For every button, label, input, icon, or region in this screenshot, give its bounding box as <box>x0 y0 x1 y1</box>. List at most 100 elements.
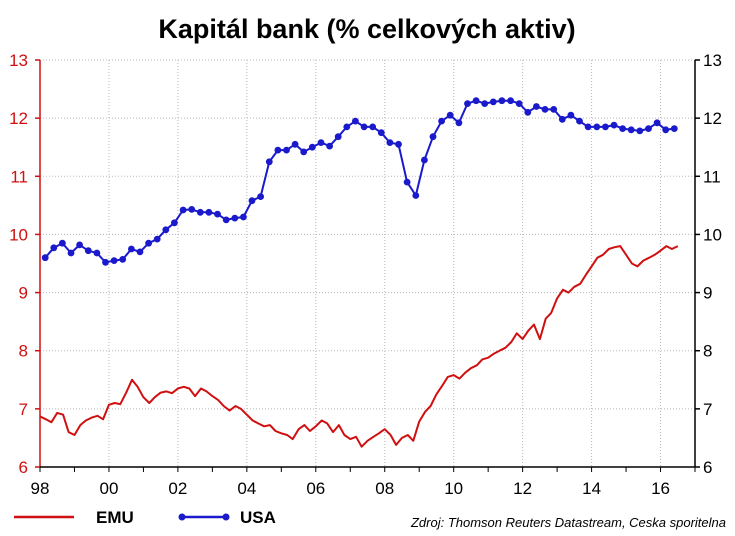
x-tick-label: 16 <box>651 479 670 498</box>
series-line-usa <box>44 99 675 264</box>
y-tick-label-right: 13 <box>703 51 722 70</box>
data-point-usa <box>102 258 109 266</box>
data-point-usa <box>265 158 273 166</box>
x-tick-label: 00 <box>99 479 118 498</box>
data-point-usa <box>334 133 342 141</box>
data-point-usa <box>610 121 618 129</box>
data-point-usa <box>653 119 661 127</box>
data-point-usa <box>524 108 532 116</box>
legend-label-usa: USA <box>240 508 276 527</box>
data-point-usa <box>59 239 66 247</box>
y-tick-label-right: 8 <box>703 342 712 361</box>
data-point-usa <box>171 219 178 227</box>
data-point-usa <box>317 139 325 147</box>
y-tick-label-left: 12 <box>9 109 28 128</box>
series-layer <box>39 97 679 448</box>
data-point-usa <box>602 123 609 131</box>
data-point-usa <box>179 206 187 214</box>
data-point-usa <box>584 123 592 131</box>
data-point-usa <box>205 208 213 216</box>
legend-marker-usa <box>222 513 230 521</box>
data-point-usa <box>507 97 514 105</box>
data-point-usa <box>308 143 316 151</box>
data-point-usa <box>636 127 644 135</box>
data-point-usa <box>377 129 385 137</box>
data-point-usa <box>188 206 196 213</box>
data-point-usa <box>576 117 583 125</box>
y-tick-label-left: 13 <box>9 51 28 70</box>
data-point-usa <box>283 146 290 154</box>
x-tick-label: 14 <box>582 479 601 498</box>
axes <box>35 59 700 472</box>
y-tick-label-left: 10 <box>9 225 28 244</box>
data-point-usa <box>455 119 463 127</box>
data-point-usa <box>110 257 118 264</box>
y-tick-label-right: 11 <box>703 167 721 186</box>
tick-labels: 6 7 8 9 10 11 12 13 6 7 8 9 10 11 12 13 98 00 02 04 06 08 10 12… <box>9 51 722 498</box>
data-point-usa <box>438 117 445 125</box>
data-point-usa <box>214 210 221 218</box>
data-point-usa <box>567 111 575 119</box>
x-tick-label: 02 <box>168 479 187 498</box>
data-point-usa <box>446 111 454 119</box>
data-point-usa <box>50 244 58 252</box>
data-point-usa <box>498 97 506 105</box>
x-tick-label: 98 <box>31 479 50 498</box>
legend-label-emu: EMU <box>96 508 134 527</box>
data-point-usa <box>412 192 420 199</box>
data-point-usa <box>343 123 351 131</box>
source-note: Zdroj: Thomson Reuters Datastream, Ceska… <box>410 515 726 530</box>
data-point-usa <box>240 213 247 221</box>
data-point-usa <box>145 239 153 247</box>
legend: EMU USA <box>14 508 276 527</box>
data-point-usa <box>421 156 428 164</box>
data-point-usa <box>627 126 635 134</box>
data-point-usa <box>291 140 299 148</box>
y-tick-label-right: 12 <box>703 109 722 128</box>
data-point-usa <box>119 256 127 263</box>
data-point-usa <box>670 125 678 132</box>
data-point-usa <box>326 142 333 150</box>
data-point-usa <box>41 254 49 262</box>
data-point-usa <box>429 133 437 141</box>
data-point-usa <box>489 98 497 106</box>
data-point-usa <box>395 140 402 148</box>
y-tick-label-right: 6 <box>703 458 712 477</box>
data-point-usa <box>222 216 230 224</box>
data-point-usa <box>352 117 359 125</box>
data-point-usa <box>386 139 394 147</box>
data-point-usa <box>231 214 239 222</box>
data-point-usa <box>76 241 83 249</box>
x-tick-label: 04 <box>237 479 256 498</box>
x-tick-label: 10 <box>444 479 463 498</box>
y-tick-label-left: 9 <box>19 284 28 303</box>
y-tick-label-left: 7 <box>19 400 28 419</box>
data-point-usa <box>369 123 377 131</box>
y-tick-label-left: 8 <box>19 342 28 361</box>
y-tick-label-left: 6 <box>19 458 28 477</box>
data-point-usa <box>300 148 308 156</box>
y-tick-label-right: 10 <box>703 225 722 244</box>
x-tick-label: 12 <box>513 479 532 498</box>
data-point-usa <box>67 249 75 257</box>
data-point-usa <box>619 125 626 132</box>
data-point-usa <box>515 100 523 107</box>
x-tick-label: 08 <box>375 479 394 498</box>
data-point-usa <box>464 100 471 107</box>
data-point-usa <box>360 123 368 131</box>
data-point-usa <box>645 125 652 132</box>
y-tick-label-right: 9 <box>703 284 712 303</box>
data-point-usa <box>93 249 101 257</box>
data-point-usa <box>136 248 144 256</box>
data-point-usa <box>248 197 256 205</box>
data-point-usa <box>162 226 170 234</box>
legend-marker-usa <box>178 513 186 521</box>
data-point-usa <box>472 97 480 105</box>
data-point-usa <box>403 178 411 186</box>
x-tick-label: 06 <box>306 479 325 498</box>
y-tick-label-left: 11 <box>10 167 28 186</box>
data-point-usa <box>533 103 540 110</box>
data-point-usa <box>558 115 566 123</box>
data-point-usa <box>196 208 204 216</box>
